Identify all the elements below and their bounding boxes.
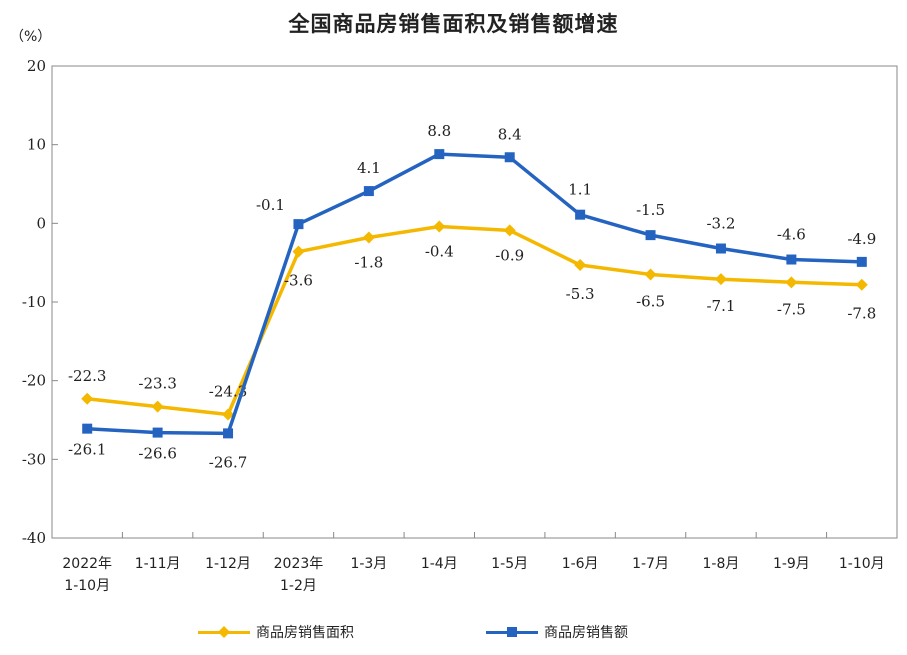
data-label-sales: -3.2: [706, 215, 735, 233]
data-label-sales: -26.1: [68, 441, 106, 459]
data-label-area: -7.1: [706, 297, 735, 315]
y-tick-label: -10: [22, 293, 46, 311]
legend-item-sales: 商品房销售额: [486, 622, 628, 642]
data-point-area: [362, 231, 375, 244]
legend-label-sales: 商品房销售额: [544, 625, 628, 641]
data-label-area: -22.3: [68, 367, 106, 385]
data-point-sales: [504, 152, 515, 163]
data-label-area: -5.3: [566, 285, 595, 303]
x-tick-label: 1-12月: [205, 556, 251, 572]
data-label-area: -23.3: [138, 375, 176, 393]
x-tick-label: 1-7月: [632, 556, 669, 572]
data-point-area: [222, 408, 235, 421]
data-label-area: -1.8: [354, 253, 383, 271]
x-tick-label: 1-3月: [350, 556, 387, 572]
data-point-sales: [715, 243, 726, 254]
data-point-area: [855, 278, 868, 291]
data-point-sales: [363, 186, 374, 197]
data-label-sales: 1.1: [568, 181, 592, 199]
data-label-area: -3.6: [284, 272, 313, 290]
data-point-sales: [575, 209, 586, 220]
data-label-sales: -26.7: [209, 453, 247, 471]
data-point-area: [574, 259, 587, 272]
x-tick-label: 1-10月: [839, 556, 885, 572]
data-label-sales: 8.4: [498, 125, 522, 143]
y-axis-unit-label: （%）: [10, 29, 52, 45]
y-tick-label: -20: [22, 372, 46, 390]
data-label-sales: -0.1: [256, 196, 285, 214]
x-tick-label: 1-8月: [703, 556, 740, 572]
data-point-sales: [434, 149, 445, 160]
data-point-area: [644, 268, 657, 281]
data-label-area: -7.5: [777, 300, 806, 318]
data-point-sales: [152, 427, 163, 438]
plot-frame: [51, 65, 898, 539]
x-tick-label: 1-6月: [562, 556, 599, 572]
data-point-sales: [786, 254, 797, 265]
data-point-sales: [293, 219, 304, 230]
series-line-sales: [87, 152, 862, 436]
x-tick-label: 2022年: [62, 556, 112, 572]
data-point-sales: [223, 428, 234, 439]
data-label-area: -24.3: [209, 382, 247, 400]
data-label-area: -0.9: [495, 246, 524, 264]
x-tick-label: 1-4月: [421, 556, 458, 572]
data-label-sales: -4.9: [847, 230, 876, 248]
data-point-sales: [645, 230, 656, 241]
y-tick-label: -30: [22, 450, 46, 468]
legend-swatch-area: [198, 625, 250, 639]
legend-item-area: 商品房销售面积: [198, 622, 354, 642]
data-label-sales: 4.1: [357, 159, 381, 177]
y-tick-label: -40: [22, 529, 46, 547]
data-point-area: [785, 276, 798, 289]
data-point-sales: [856, 256, 867, 267]
data-label-area: -7.8: [847, 305, 876, 323]
data-point-area: [151, 400, 164, 413]
data-point-area: [292, 245, 305, 258]
data-label-sales: -26.6: [138, 445, 176, 463]
x-tick-label: 1-11月: [135, 556, 181, 572]
y-tick-label: 0: [36, 214, 46, 232]
data-point-area: [81, 392, 94, 405]
y-tick-label: 20: [27, 57, 46, 75]
x-tick-label: 2023年: [274, 556, 324, 572]
data-point-sales: [82, 423, 93, 434]
data-point-area: [714, 273, 727, 286]
data-point-area: [503, 224, 516, 237]
data-label-sales: -1.5: [636, 201, 665, 219]
data-label-sales: -4.6: [777, 226, 806, 244]
data-point-area: [433, 220, 446, 233]
x-tick-label: 1-10月: [64, 578, 110, 594]
legend-swatch-sales: [486, 625, 538, 639]
data-label-area: -6.5: [636, 292, 665, 310]
x-tick-label: 1-5月: [491, 556, 528, 572]
series-line-area: [87, 224, 862, 417]
x-tick-label: 1-9月: [773, 556, 810, 572]
chart-title: 全国商品房销售面积及销售额增速: [288, 12, 619, 36]
legend-label-area: 商品房销售面积: [256, 625, 354, 641]
data-label-sales: 8.8: [427, 122, 451, 140]
x-tick-label: 1-2月: [280, 578, 317, 594]
y-tick-label: 10: [27, 136, 46, 154]
data-label-area: -0.4: [425, 242, 454, 260]
